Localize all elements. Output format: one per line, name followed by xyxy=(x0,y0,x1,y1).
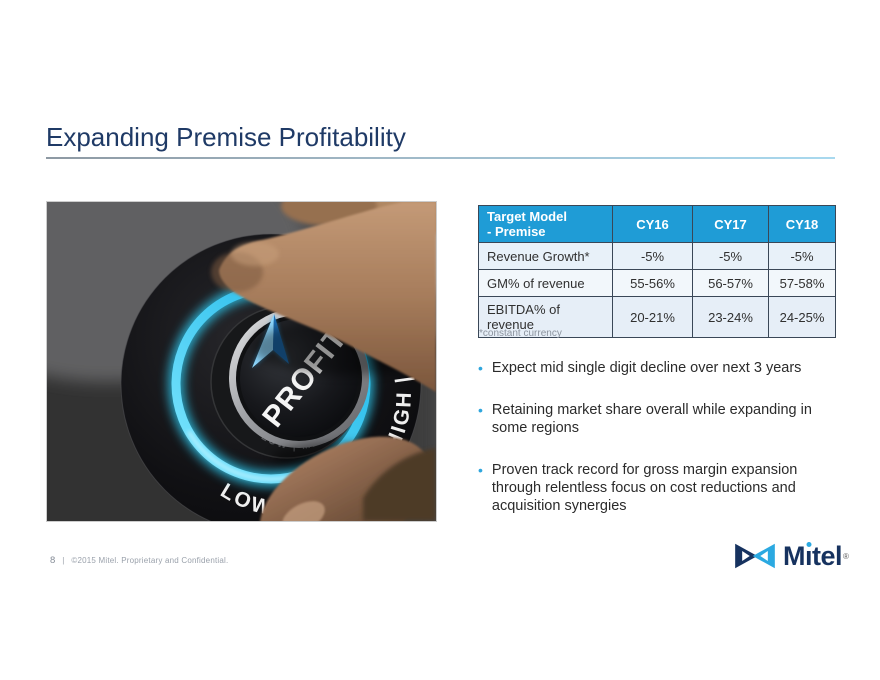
wordmark-tail: tel xyxy=(812,541,843,571)
bullet-icon: • xyxy=(478,462,483,478)
bullet-icon: • xyxy=(478,360,483,376)
bullet-icon: • xyxy=(478,402,483,418)
mitel-wordmark: Mı tel® xyxy=(783,541,849,571)
mitel-infinity-icon xyxy=(735,543,775,569)
table-header-cy17: CY17 xyxy=(692,205,769,243)
dial-photo: LOW | MEDIUM | HIGH | LOW | MEDIUM | HIG… xyxy=(46,201,437,522)
cell-value: 57-58% xyxy=(768,269,836,297)
bullet-text: Retaining market share overall while exp… xyxy=(491,402,812,436)
cell-value: 24-25% xyxy=(768,296,836,338)
table-header-cy16: CY16 xyxy=(612,205,693,243)
cell-value: -5% xyxy=(692,242,769,270)
cell-value: -5% xyxy=(612,242,693,270)
cell-value: 56-57% xyxy=(692,269,769,297)
slide-footer: 8 | ©2015 Mitel. Proprietary and Confide… xyxy=(50,555,228,566)
bullet-text: Expect mid single digit decline over nex… xyxy=(491,360,802,376)
registered-mark: ® xyxy=(843,552,849,561)
page-number: 8 xyxy=(50,555,56,566)
cell-value: -5% xyxy=(768,242,836,270)
dial-photo-svg: LOW | MEDIUM | HIGH | LOW | MEDIUM | HIG… xyxy=(47,202,436,521)
table-header-row: Target Model - Premise CY16 CY17 CY18 xyxy=(478,205,836,243)
cell-value: 20-21% xyxy=(612,296,693,338)
row-label: EBITDA% of revenue xyxy=(478,296,613,338)
hand-fingers xyxy=(211,202,436,521)
footer-divider: | xyxy=(62,556,65,565)
i-dot xyxy=(806,542,811,547)
cell-value: 23-24% xyxy=(692,296,769,338)
table-row: Revenue Growth* -5% -5% -5% xyxy=(478,242,836,270)
table-row: GM% of revenue 55-56% 56-57% 57-58% xyxy=(478,269,836,297)
table-header-model: Target Model - Premise xyxy=(478,205,613,243)
row-label: GM% of revenue xyxy=(478,269,613,297)
wordmark-m: M xyxy=(783,541,806,571)
row-label: Revenue Growth* xyxy=(478,242,613,270)
bullet-text: Proven track record for gross margin exp… xyxy=(491,462,798,514)
list-item: • Proven track record for gross margin e… xyxy=(478,461,830,515)
wordmark-i: ı xyxy=(805,541,813,571)
table-row: EBITDA% of revenue 20-21% 23-24% 24-25% xyxy=(478,296,836,338)
list-item: • Retaining market share overall while e… xyxy=(478,401,830,437)
copyright-text: ©2015 Mitel. Proprietary and Confidentia… xyxy=(71,556,229,565)
title-underline xyxy=(46,157,835,159)
cell-value: 55-56% xyxy=(612,269,693,297)
mitel-logo: Mı tel® xyxy=(734,541,849,571)
bullet-list: • Expect mid single digit decline over n… xyxy=(478,359,830,539)
page-title: Expanding Premise Profitability xyxy=(46,122,406,152)
table-header-line1: Target Model xyxy=(487,209,567,224)
target-model-table: Target Model - Premise CY16 CY17 CY18 Re… xyxy=(478,205,836,338)
table-footnote: *constant currency xyxy=(479,328,562,339)
table-header-line2: - Premise xyxy=(487,224,546,239)
list-item: • Expect mid single digit decline over n… xyxy=(478,359,830,377)
table-header-cy18: CY18 xyxy=(768,205,836,243)
